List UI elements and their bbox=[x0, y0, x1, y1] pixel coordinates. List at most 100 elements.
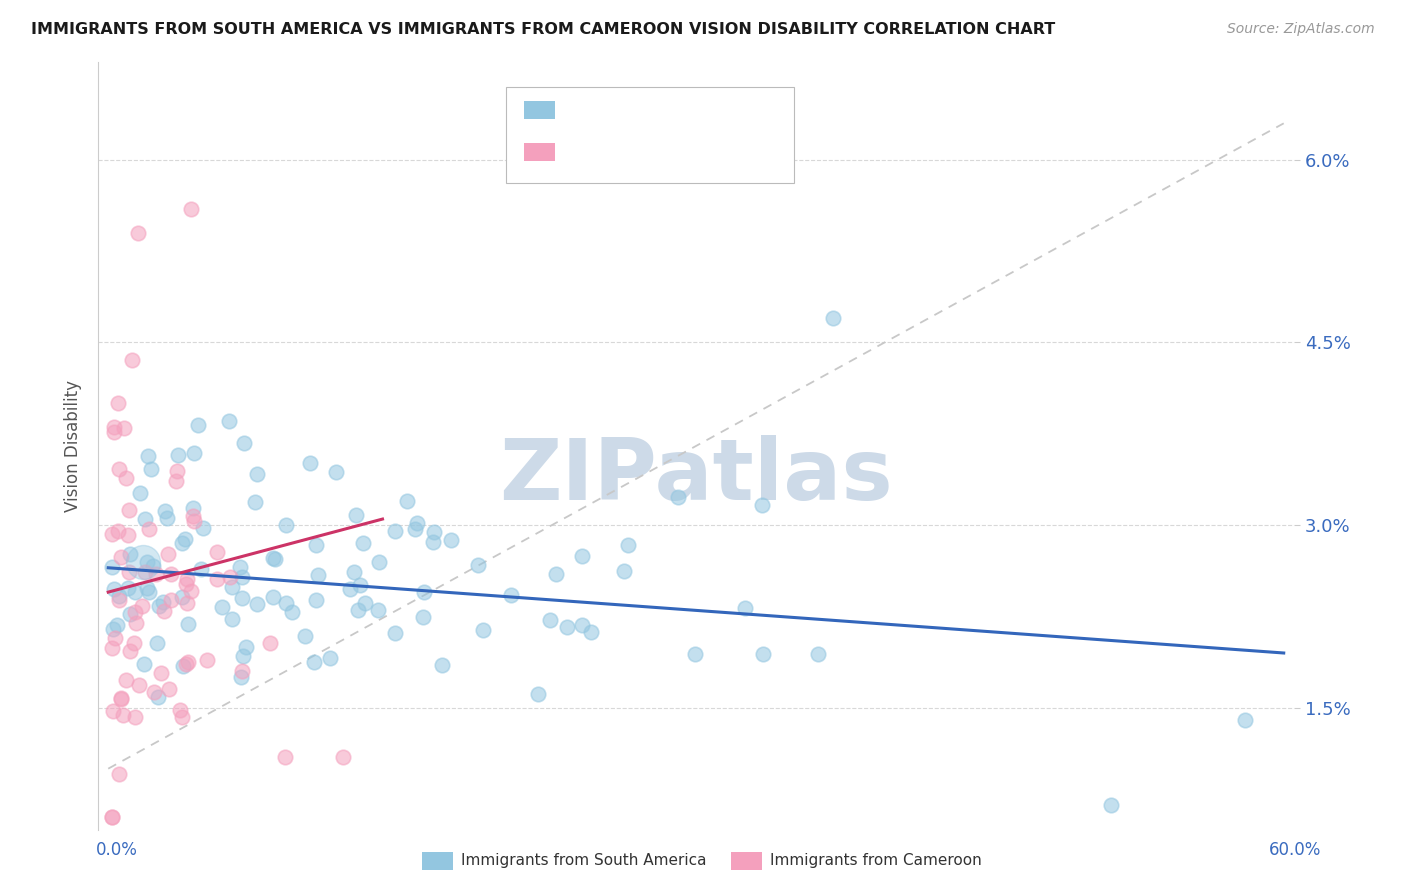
Point bbox=[264, 551, 287, 566]
Point bbox=[318, 650, 340, 665]
Point bbox=[384, 625, 406, 640]
Point bbox=[142, 559, 165, 574]
Point bbox=[207, 573, 229, 587]
Text: 101: 101 bbox=[710, 101, 748, 119]
Point bbox=[305, 593, 328, 607]
Point bbox=[101, 560, 124, 574]
Point bbox=[148, 599, 170, 613]
Point bbox=[752, 648, 775, 662]
Point bbox=[440, 533, 463, 548]
Point bbox=[243, 495, 266, 509]
Point bbox=[422, 534, 444, 549]
Point bbox=[368, 555, 391, 569]
Point bbox=[101, 527, 124, 541]
Point bbox=[273, 749, 295, 764]
Point bbox=[349, 577, 371, 591]
Point bbox=[152, 595, 174, 609]
Point bbox=[131, 599, 153, 613]
Point bbox=[343, 565, 366, 579]
Text: -0.115: -0.115 bbox=[602, 101, 666, 119]
Point bbox=[174, 532, 197, 546]
Point bbox=[172, 590, 194, 604]
Point bbox=[156, 547, 179, 561]
Point bbox=[347, 602, 370, 616]
Point bbox=[538, 614, 561, 628]
Point bbox=[120, 547, 142, 561]
Point bbox=[233, 436, 256, 450]
Point bbox=[166, 464, 188, 478]
Point bbox=[325, 466, 347, 480]
Point bbox=[218, 414, 240, 428]
Point bbox=[156, 511, 179, 525]
Point bbox=[405, 516, 427, 531]
Point bbox=[353, 596, 375, 610]
Point bbox=[432, 657, 454, 672]
Point bbox=[211, 600, 233, 615]
Point bbox=[395, 494, 418, 508]
Text: Immigrants from Cameroon: Immigrants from Cameroon bbox=[770, 854, 983, 868]
Point bbox=[262, 591, 284, 605]
Point bbox=[180, 584, 202, 599]
Point bbox=[153, 603, 176, 617]
Point bbox=[117, 582, 139, 596]
Text: ZIPatlas: ZIPatlas bbox=[499, 435, 893, 518]
Point bbox=[555, 620, 578, 634]
Point bbox=[823, 311, 845, 326]
Point bbox=[613, 564, 636, 578]
Point bbox=[304, 656, 326, 670]
Point bbox=[136, 555, 159, 569]
Point bbox=[134, 512, 156, 526]
Point bbox=[107, 589, 129, 603]
Point bbox=[120, 607, 142, 621]
Point bbox=[274, 518, 297, 533]
Point bbox=[683, 647, 706, 661]
Text: R =: R = bbox=[564, 143, 603, 161]
Text: IMMIGRANTS FROM SOUTH AMERICA VS IMMIGRANTS FROM CAMEROON VISION DISABILITY CORR: IMMIGRANTS FROM SOUTH AMERICA VS IMMIGRA… bbox=[31, 22, 1054, 37]
Point bbox=[172, 659, 194, 673]
Point bbox=[191, 521, 214, 535]
Point bbox=[183, 514, 205, 528]
Point bbox=[232, 648, 254, 663]
Point bbox=[107, 593, 129, 607]
Point bbox=[107, 396, 129, 410]
Text: N =: N = bbox=[671, 101, 710, 119]
Point bbox=[231, 591, 253, 605]
Point bbox=[165, 474, 187, 488]
Point bbox=[105, 617, 128, 632]
Point bbox=[231, 665, 253, 679]
Point bbox=[367, 603, 389, 617]
Point bbox=[170, 535, 193, 549]
Point bbox=[412, 610, 434, 624]
Point bbox=[246, 467, 269, 481]
Point bbox=[229, 560, 252, 574]
Point bbox=[176, 576, 198, 591]
Point bbox=[118, 503, 141, 517]
Point bbox=[101, 641, 124, 656]
Point bbox=[181, 500, 204, 515]
Point bbox=[121, 352, 143, 367]
Point bbox=[179, 202, 201, 216]
Point bbox=[339, 582, 361, 596]
Point bbox=[120, 644, 142, 658]
Point bbox=[124, 605, 146, 619]
Text: 57: 57 bbox=[710, 143, 735, 161]
Point bbox=[307, 568, 329, 582]
Point bbox=[128, 678, 150, 692]
Point bbox=[124, 585, 146, 599]
Point bbox=[344, 508, 367, 523]
Point bbox=[221, 612, 243, 626]
Point bbox=[734, 601, 756, 615]
Point bbox=[353, 536, 375, 550]
Point bbox=[103, 420, 125, 434]
Point bbox=[190, 562, 212, 576]
Point bbox=[127, 226, 149, 240]
Point bbox=[136, 450, 159, 464]
Point bbox=[157, 681, 180, 696]
Point bbox=[571, 549, 593, 563]
Point bbox=[159, 592, 181, 607]
Point bbox=[617, 538, 640, 552]
Point bbox=[169, 703, 191, 717]
Point bbox=[101, 810, 124, 824]
Point bbox=[666, 491, 689, 505]
Point bbox=[176, 572, 198, 586]
